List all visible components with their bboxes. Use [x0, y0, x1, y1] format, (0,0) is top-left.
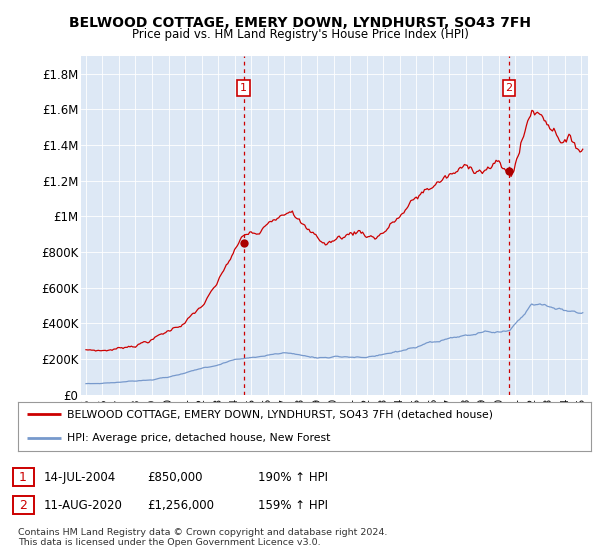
Text: BELWOOD COTTAGE, EMERY DOWN, LYNDHURST, SO43 7FH (detached house): BELWOOD COTTAGE, EMERY DOWN, LYNDHURST, …	[67, 409, 493, 419]
Text: 1: 1	[240, 83, 247, 93]
Text: 159% ↑ HPI: 159% ↑ HPI	[258, 498, 328, 512]
Text: £1,256,000: £1,256,000	[147, 498, 214, 512]
Text: Contains HM Land Registry data © Crown copyright and database right 2024.
This d: Contains HM Land Registry data © Crown c…	[18, 528, 388, 547]
Text: 190% ↑ HPI: 190% ↑ HPI	[258, 470, 328, 484]
Text: 1: 1	[19, 470, 27, 484]
Text: 14-JUL-2004: 14-JUL-2004	[43, 470, 115, 484]
Text: 2: 2	[19, 498, 27, 512]
Text: BELWOOD COTTAGE, EMERY DOWN, LYNDHURST, SO43 7FH: BELWOOD COTTAGE, EMERY DOWN, LYNDHURST, …	[69, 16, 531, 30]
Text: HPI: Average price, detached house, New Forest: HPI: Average price, detached house, New …	[67, 433, 330, 443]
Text: Price paid vs. HM Land Registry's House Price Index (HPI): Price paid vs. HM Land Registry's House …	[131, 28, 469, 41]
Text: 2: 2	[505, 83, 512, 93]
Text: £850,000: £850,000	[147, 470, 203, 484]
Text: 11-AUG-2020: 11-AUG-2020	[43, 498, 122, 512]
